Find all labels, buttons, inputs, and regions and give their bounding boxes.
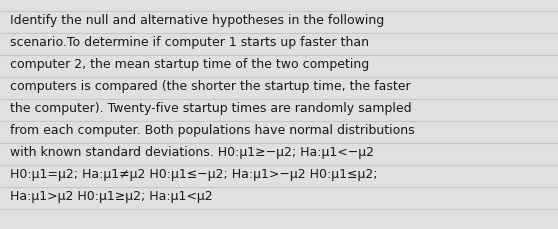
Text: H0:μ1=μ2; Ha:μ1≠μ2 H0:μ1≤−μ2; Ha:μ1>−μ2 H0:μ1≤μ2;: H0:μ1=μ2; Ha:μ1≠μ2 H0:μ1≤−μ2; Ha:μ1>−μ2 … bbox=[10, 167, 378, 180]
Text: with known standard deviations. H0:μ1≥−μ2; Ha:μ1<−μ2: with known standard deviations. H0:μ1≥−μ… bbox=[10, 145, 374, 158]
Text: the computer). Twenty-five startup times are randomly sampled: the computer). Twenty-five startup times… bbox=[10, 101, 412, 114]
Text: computer 2, the mean startup time of the two competing: computer 2, the mean startup time of the… bbox=[10, 58, 369, 71]
Text: from each computer. Both populations have normal distributions: from each computer. Both populations hav… bbox=[10, 123, 415, 136]
Text: Identify the null and alternative hypotheses in the following: Identify the null and alternative hypoth… bbox=[10, 14, 384, 27]
Text: scenario.To determine if computer 1 starts up faster than: scenario.To determine if computer 1 star… bbox=[10, 36, 369, 49]
Text: Ha:μ1>μ2 H0:μ1≥μ2; Ha:μ1<μ2: Ha:μ1>μ2 H0:μ1≥μ2; Ha:μ1<μ2 bbox=[10, 189, 213, 202]
Text: computers is compared (the shorter the startup time, the faster: computers is compared (the shorter the s… bbox=[10, 80, 411, 93]
